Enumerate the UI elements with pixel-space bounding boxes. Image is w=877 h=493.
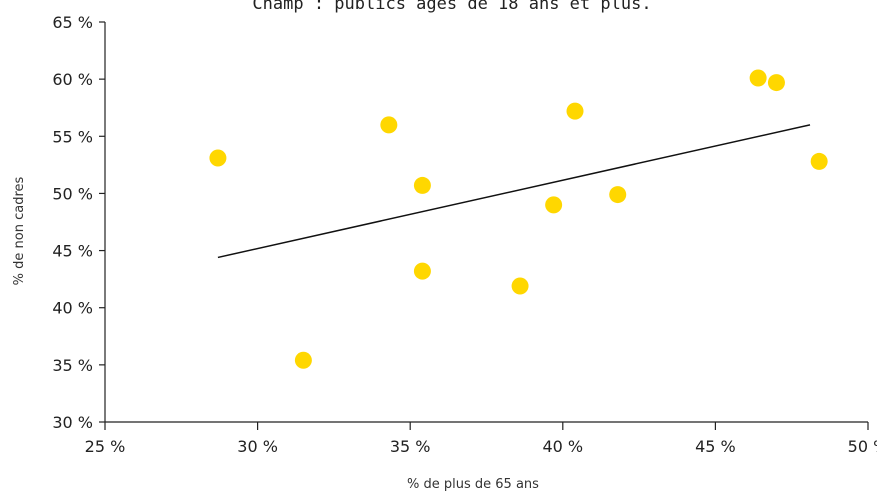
data-point	[294, 351, 312, 369]
x-tick-label: 30 %	[237, 437, 278, 456]
data-point	[566, 102, 584, 120]
x-tick-label: 25 %	[85, 437, 126, 456]
data-point	[545, 196, 563, 214]
chart-subtitle: Champ : publics âgés de 18 ans et plus.	[252, 0, 651, 14]
y-tick-label: 55 %	[52, 127, 93, 146]
y-tick-label: 50 %	[52, 184, 93, 203]
y-tick-label: 45 %	[52, 242, 93, 261]
data-point	[209, 149, 227, 167]
data-point	[413, 176, 431, 194]
data-point	[749, 69, 767, 87]
x-tick-label: 35 %	[390, 437, 431, 456]
x-tick-label: 50 %	[848, 437, 877, 456]
trendline-group	[217, 124, 811, 259]
data-point	[413, 262, 431, 280]
trendline	[217, 124, 811, 259]
data-point	[609, 186, 627, 204]
data-points-group	[209, 69, 828, 369]
data-point	[767, 74, 785, 92]
y-tick-label: 35 %	[52, 356, 93, 375]
y-tick-label: 65 %	[52, 13, 93, 32]
y-tick-label: 60 %	[52, 70, 93, 89]
x-axis-label: % de plus de 65 ans	[407, 477, 539, 492]
y-tick-label: 30 %	[52, 413, 93, 432]
data-point	[380, 116, 398, 134]
data-point	[810, 152, 828, 170]
y-axis: 30 % 35 % 40 % 45 % 50 % 55 % 60 % 65 %	[52, 13, 106, 432]
x-tick-label: 45 %	[695, 437, 736, 456]
x-tick-label: 40 %	[542, 437, 583, 456]
x-axis: 25 % 30 % 35 % 40 % 45 % 50 %	[85, 421, 877, 456]
y-axis-label: % de non cadres	[12, 176, 27, 285]
data-point	[511, 277, 529, 295]
y-tick-label: 40 %	[52, 299, 93, 318]
